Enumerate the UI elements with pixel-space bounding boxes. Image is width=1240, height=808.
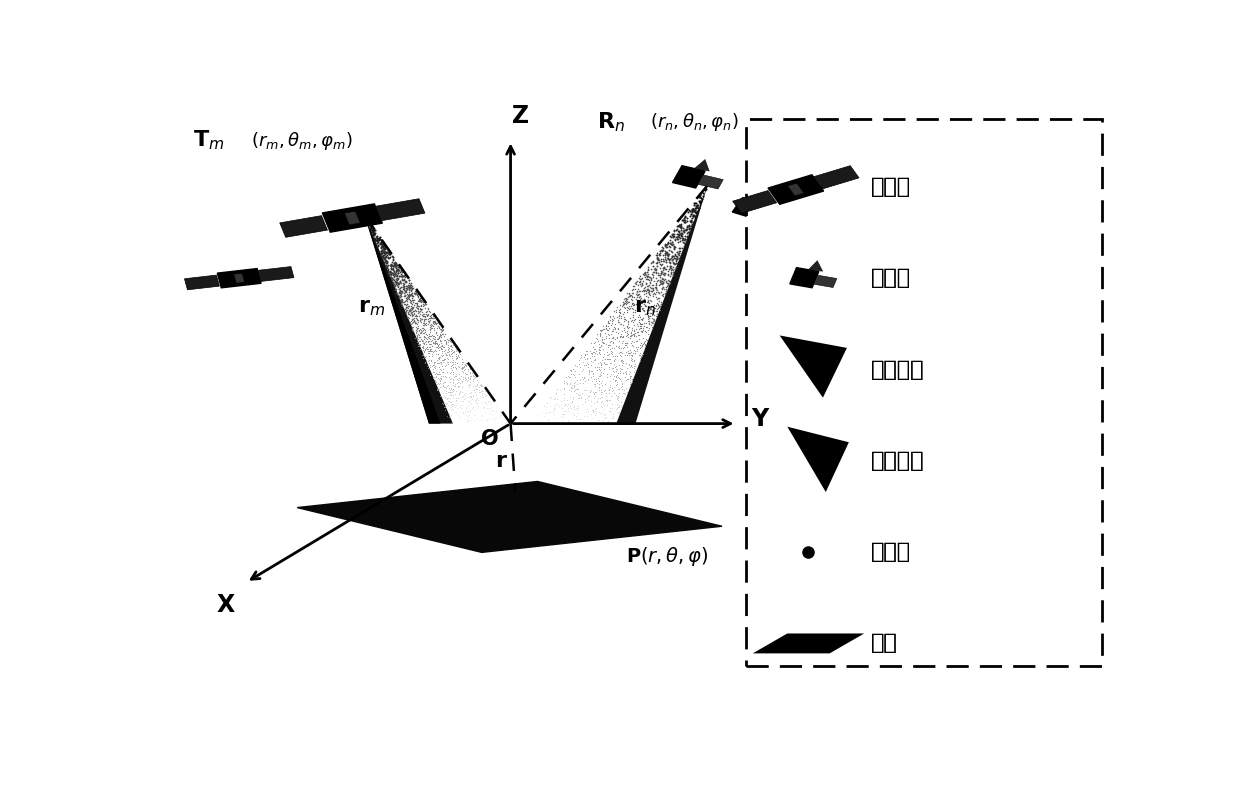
Text: $\mathbf{P}(r,\theta,\varphi)$: $\mathbf{P}(r,\theta,\varphi)$ (626, 545, 708, 567)
Polygon shape (185, 275, 219, 290)
Polygon shape (753, 633, 864, 654)
Polygon shape (791, 245, 813, 258)
Polygon shape (813, 275, 837, 288)
Text: 场景: 场景 (870, 633, 898, 654)
Polygon shape (790, 267, 818, 288)
Text: $(r_m,\theta_m,\varphi_m)$: $(r_m,\theta_m,\varphi_m)$ (250, 129, 352, 152)
Polygon shape (754, 207, 776, 220)
Polygon shape (780, 335, 847, 398)
Text: 接收机: 接收机 (870, 268, 911, 288)
Text: 接收信号: 接收信号 (870, 451, 925, 471)
Polygon shape (808, 261, 822, 271)
Text: 发射机: 发射机 (870, 177, 911, 197)
Polygon shape (694, 159, 709, 171)
Text: $(r_n,\theta_n,\varphi_n)$: $(r_n,\theta_n,\varphi_n)$ (650, 111, 739, 133)
Text: Z: Z (512, 104, 528, 128)
Polygon shape (280, 216, 327, 238)
Text: 发射信号: 发射信号 (870, 360, 925, 380)
Text: $\mathbf{R}_n$: $\mathbf{R}_n$ (596, 110, 625, 133)
Polygon shape (813, 166, 859, 189)
Polygon shape (233, 273, 244, 284)
Text: $\mathbf{r}$: $\mathbf{r}$ (495, 451, 507, 471)
Text: 发射机: 发射机 (870, 177, 911, 197)
Polygon shape (365, 215, 508, 423)
Text: Y: Y (751, 406, 768, 431)
Text: 接收机: 接收机 (870, 268, 911, 288)
Polygon shape (376, 199, 425, 221)
Polygon shape (529, 185, 708, 423)
Text: 目标点: 目标点 (870, 542, 911, 562)
Text: O: O (481, 429, 498, 449)
Polygon shape (217, 268, 262, 288)
FancyBboxPatch shape (746, 119, 1101, 667)
Polygon shape (698, 175, 723, 189)
Polygon shape (787, 183, 805, 196)
Polygon shape (768, 175, 823, 204)
Polygon shape (771, 235, 800, 255)
Text: X: X (217, 593, 236, 617)
Polygon shape (298, 482, 722, 553)
Polygon shape (753, 194, 765, 204)
Polygon shape (792, 233, 804, 242)
Polygon shape (345, 211, 361, 225)
Text: 发射信号: 发射信号 (870, 360, 925, 380)
Text: $\mathbf{r}_m$: $\mathbf{r}_m$ (357, 298, 384, 318)
Text: 目标点: 目标点 (870, 542, 911, 562)
Polygon shape (365, 215, 453, 423)
Polygon shape (787, 427, 849, 492)
Polygon shape (258, 267, 294, 281)
Text: 场景: 场景 (870, 633, 898, 654)
Polygon shape (733, 198, 763, 218)
Polygon shape (365, 215, 440, 423)
Polygon shape (672, 166, 706, 188)
Polygon shape (733, 191, 776, 213)
Text: $\mathbf{r}_n$: $\mathbf{r}_n$ (634, 298, 656, 318)
Polygon shape (322, 204, 382, 232)
Text: $\mathbf{T}_m$: $\mathbf{T}_m$ (193, 128, 224, 153)
Text: 接收信号: 接收信号 (870, 451, 925, 471)
Polygon shape (616, 185, 708, 423)
